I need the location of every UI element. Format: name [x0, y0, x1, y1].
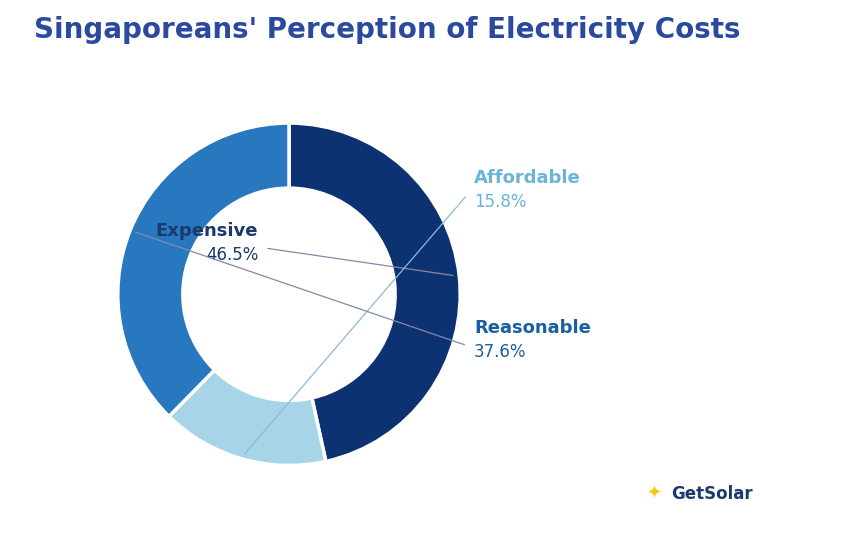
Text: 15.8%: 15.8%: [474, 193, 526, 211]
Text: Expensive: Expensive: [156, 222, 258, 240]
Text: Singaporeans' Perception of Electricity Costs: Singaporeans' Perception of Electricity …: [34, 16, 740, 44]
Text: ✦: ✦: [646, 485, 661, 503]
Text: Reasonable: Reasonable: [474, 319, 591, 338]
Wedge shape: [289, 123, 460, 461]
Text: GetSolar: GetSolar: [672, 485, 753, 503]
Text: Affordable: Affordable: [474, 169, 581, 187]
Text: 37.6%: 37.6%: [474, 343, 526, 362]
Text: 46.5%: 46.5%: [206, 246, 258, 264]
Wedge shape: [169, 370, 326, 465]
Wedge shape: [118, 123, 289, 416]
